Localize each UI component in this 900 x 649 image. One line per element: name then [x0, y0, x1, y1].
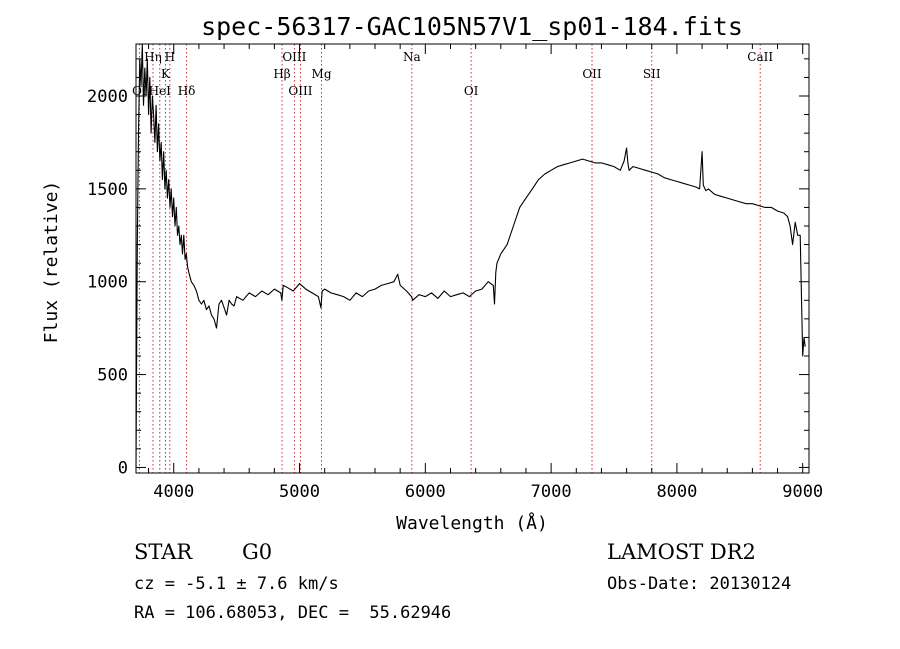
line-marker-label: HeI — [149, 84, 172, 98]
x-axis-label: Wavelength (Å) — [396, 512, 548, 534]
y-tick-label: 2000 — [87, 87, 128, 107]
line-marker-label: H — [165, 50, 175, 64]
x-tick-label: 9000 — [782, 482, 823, 502]
x-tick-label: 8000 — [656, 482, 697, 502]
x-tick-label: 6000 — [405, 482, 446, 502]
y-tick-label: 1500 — [87, 180, 128, 200]
y-axis: 0 500 1000 1500 2000 — [87, 58, 809, 478]
survey-label: LAMOST DR2 — [607, 540, 756, 564]
line-marker-label: Hβ — [273, 67, 290, 81]
obs-date-readout: Obs-Date: 20130124 — [607, 574, 792, 594]
line-marker-label: K — [161, 67, 171, 81]
series-layer — [135, 43, 806, 468]
line-marker-label: OIII — [288, 84, 312, 98]
y-tick-label: 1000 — [87, 273, 128, 293]
coordinates-readout: RA = 106.68053, DEC = 55.62946 — [134, 603, 452, 623]
subclass: G0 — [242, 540, 273, 564]
y-tick-label: 500 — [97, 366, 128, 386]
x-tick-label: 4000 — [153, 482, 194, 502]
chart-title: spec-56317-GAC105N57V1_sp01-184.fits — [201, 12, 743, 41]
line-marker-label: Hδ — [178, 84, 196, 98]
y-axis-label: Flux (relative) — [41, 181, 62, 344]
line-marker-label: OI — [464, 84, 479, 98]
line-marker-label: Hη — [144, 50, 162, 64]
x-axis: 4000 5000 6000 7000 8000 9000 — [148, 44, 823, 502]
redshift-readout: cz = -5.1 ± 7.6 km/s — [134, 574, 339, 594]
x-tick-label: 7000 — [531, 482, 572, 502]
line-marker-label: CaII — [747, 50, 773, 64]
line-marker-label: SII — [643, 67, 661, 81]
line-marker-label: Na — [403, 50, 421, 64]
spectrum-series-line — [135, 43, 806, 468]
plot-frame — [135, 43, 810, 474]
object-class: STAR — [134, 540, 193, 564]
line-marker-label: OIII — [282, 50, 306, 64]
line-marker-label: OII — [582, 67, 602, 81]
line-marker-label: Mg — [312, 67, 332, 81]
y-tick-label: 0 — [118, 458, 128, 478]
x-tick-label: 5000 — [279, 482, 320, 502]
